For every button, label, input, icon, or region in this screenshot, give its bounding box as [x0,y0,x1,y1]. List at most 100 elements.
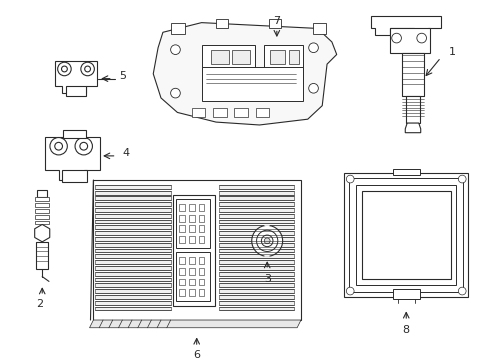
Bar [188,236,194,243]
Text: 6: 6 [193,350,200,360]
Bar [188,257,194,264]
Bar [95,225,170,229]
Bar [198,204,204,211]
Polygon shape [55,61,97,93]
Circle shape [346,287,353,295]
Bar [355,185,455,285]
Bar [219,278,294,282]
Bar [389,28,429,53]
Bar [219,202,294,206]
Bar [176,252,210,301]
Circle shape [308,43,318,53]
Circle shape [261,235,272,247]
Bar [219,266,294,270]
Bar [95,301,170,305]
Polygon shape [89,320,301,328]
Bar [93,180,301,320]
Circle shape [457,287,465,295]
Bar [402,53,423,96]
Bar [201,45,254,84]
Bar [216,19,227,28]
Bar [95,278,170,282]
Bar [361,191,450,279]
Bar [211,50,228,64]
Circle shape [346,175,353,183]
Bar [232,50,249,64]
Bar [198,289,204,296]
Circle shape [84,66,90,72]
Bar [392,289,419,299]
Bar [63,130,85,138]
Bar [198,257,204,264]
Bar [95,306,170,310]
Bar [312,23,325,34]
Bar [95,255,170,258]
Bar [95,208,170,212]
Circle shape [416,33,426,43]
Circle shape [55,142,62,150]
Text: 7: 7 [273,16,280,26]
Bar [191,108,205,117]
Bar [219,191,294,194]
Bar [36,203,49,207]
Circle shape [391,33,401,43]
Circle shape [80,142,87,150]
Bar [198,236,204,243]
Bar [95,260,170,264]
Bar [219,283,294,287]
Bar [37,190,47,197]
Bar [95,185,170,189]
Bar [219,237,294,241]
Bar [219,214,294,218]
Bar [36,209,49,213]
Bar [348,178,462,292]
Circle shape [256,230,277,252]
Bar [95,295,170,299]
Bar [176,199,210,248]
Bar [95,214,170,218]
Bar [95,202,170,206]
Bar [95,266,170,270]
Bar [179,215,185,221]
Bar [219,197,294,200]
Bar [188,215,194,221]
Text: 2: 2 [36,298,43,309]
Circle shape [81,62,94,76]
Bar [188,225,194,232]
Bar [95,197,170,200]
Bar [406,96,419,123]
Bar [188,289,194,296]
Bar [219,208,294,212]
Bar [213,108,226,117]
Circle shape [170,45,180,54]
Bar [219,220,294,224]
Circle shape [170,88,180,98]
Circle shape [58,62,71,76]
Text: 5: 5 [119,71,125,81]
Bar [268,19,280,28]
Bar [188,204,194,211]
Text: 8: 8 [402,325,409,335]
Bar [95,272,170,276]
Bar [289,50,299,64]
Bar [179,279,185,285]
Bar [95,243,170,247]
Polygon shape [45,136,100,180]
Bar [66,86,85,96]
Bar [219,255,294,258]
Bar [95,283,170,287]
Circle shape [251,225,282,256]
Bar [264,45,302,84]
Bar [172,194,215,306]
Bar [170,23,185,34]
Bar [36,197,49,201]
Bar [201,67,302,101]
Bar [198,215,204,221]
Bar [219,225,294,229]
Bar [179,289,185,296]
Bar [179,225,185,232]
Bar [219,185,294,189]
Bar [95,220,170,224]
Bar [198,268,204,275]
Circle shape [50,138,67,155]
